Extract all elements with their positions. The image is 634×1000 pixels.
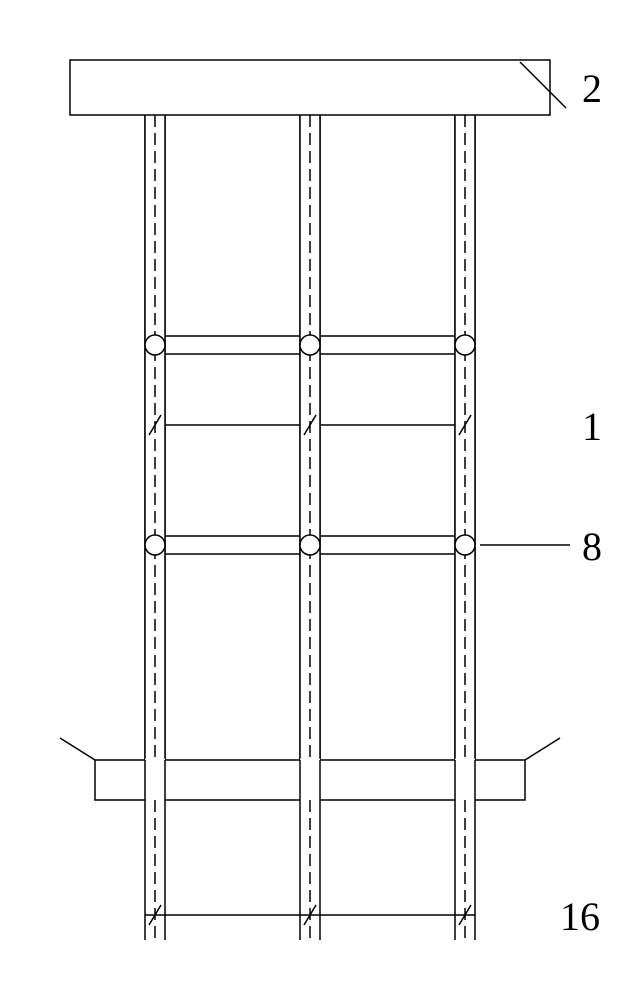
plate-skirt	[60, 738, 95, 760]
mid-plate	[95, 760, 525, 800]
node-circle	[145, 535, 165, 555]
node-circle	[300, 335, 320, 355]
label-8: 8	[582, 524, 602, 569]
node-circle	[300, 535, 320, 555]
node-circle	[455, 335, 475, 355]
node-circle	[145, 335, 165, 355]
label-1: 1	[582, 404, 602, 449]
top-cap	[70, 60, 550, 115]
plate-skirt	[525, 738, 560, 760]
node-circle	[455, 535, 475, 555]
label-16: 16	[560, 894, 600, 939]
label-2: 2	[582, 66, 602, 111]
